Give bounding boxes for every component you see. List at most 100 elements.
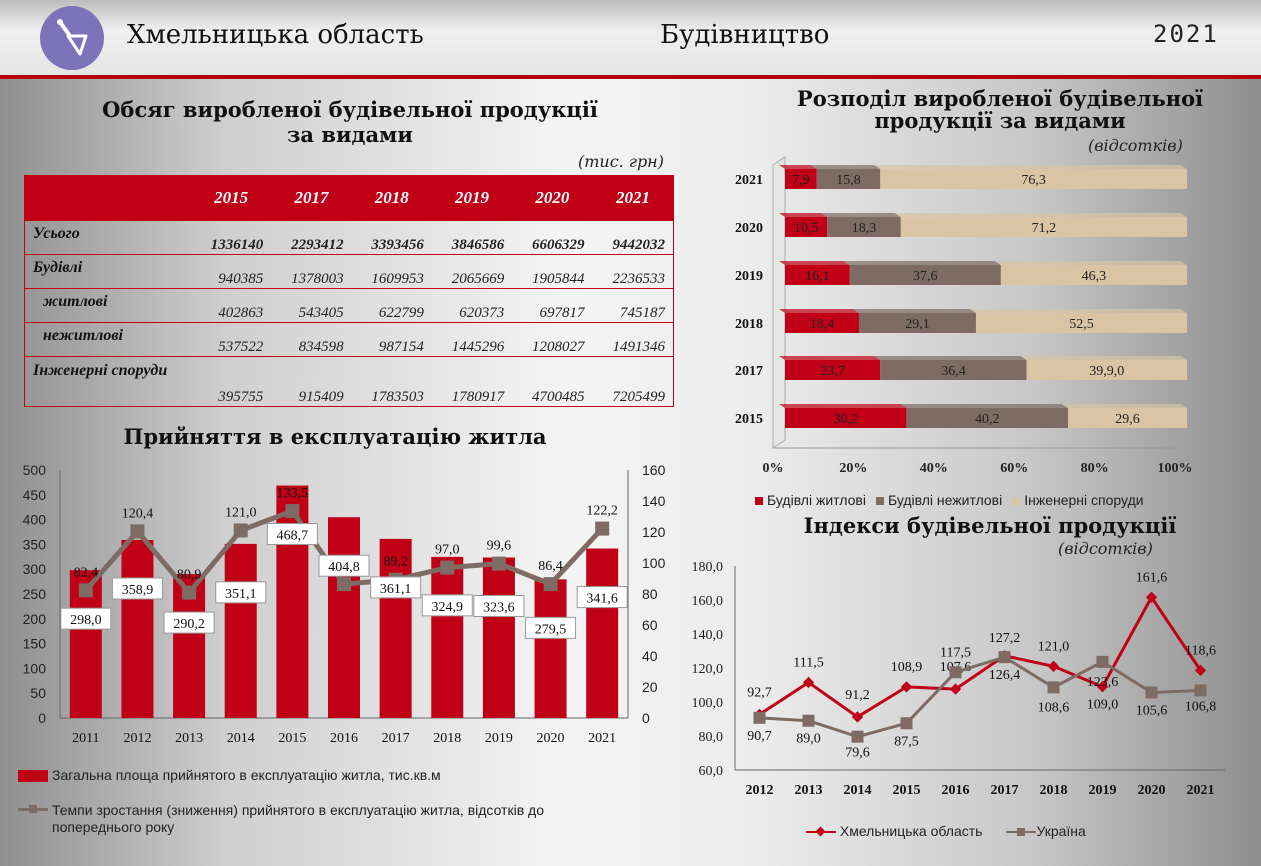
y-tick-label: 160,0 [692, 594, 724, 609]
table-header-year: 2020 [511, 175, 593, 221]
data-label: 23,7 [820, 364, 845, 379]
table-title-line1: Обсяг виробленої будівельної продукції [102, 97, 598, 122]
legend-swatch [18, 804, 48, 814]
legend-swatch [18, 770, 48, 783]
data-label: 29,6 [1115, 412, 1140, 427]
data-label: 76,3 [1021, 173, 1046, 188]
legend-item: Хмельницька область [806, 823, 982, 839]
y-tick-label: 2018 [735, 317, 763, 332]
table-row: нежитлові 537522 834598 987154 1445296 1… [24, 322, 674, 357]
bar-segment [785, 408, 907, 428]
table-cell: 537522 [191, 322, 272, 357]
y-right-tick-label: 140 [642, 493, 666, 509]
index-chart-title: Індекси будівельної продукції [803, 513, 1177, 538]
table-row: Усього 1336140 2293412 3393456 3846586 6… [24, 220, 674, 255]
bar [379, 538, 412, 718]
bar-label-box [370, 576, 422, 599]
line-marker [1194, 684, 1207, 697]
table-header-year: 2019 [431, 175, 513, 221]
x-tick-label: 2018 [1040, 783, 1068, 798]
table-row: житлові 402863 543405 622799 620373 6978… [24, 288, 674, 323]
line-marker [802, 714, 815, 727]
bar-top [894, 213, 1187, 217]
bar-data-label: 468,7 [277, 529, 309, 544]
bar-segment [880, 360, 1027, 380]
table-cell: 1780917 [431, 356, 513, 407]
bar-top [994, 261, 1187, 265]
line-marker [1145, 591, 1158, 603]
table-cell: 395755 [191, 356, 272, 407]
bar-segment [1068, 408, 1187, 428]
y-tick-label: 100,0 [692, 696, 724, 711]
data-label: 10,5 [794, 221, 819, 236]
line-data-label: 87,5 [894, 734, 919, 749]
line-marker [182, 585, 197, 600]
x-tick-label: 2017 [991, 783, 1019, 798]
line-marker [1194, 664, 1207, 677]
line-data-label: 133,5 [277, 486, 309, 501]
bar-top [874, 165, 1187, 169]
line-data-label: 79,6 [845, 746, 870, 761]
x-tick-label: 2013 [175, 731, 203, 746]
table-row: Інженерні споруди 395755 915409 1783503 … [24, 356, 674, 407]
y-right-tick-label: 60 [642, 617, 658, 633]
x-tick-label: 2019 [485, 731, 513, 746]
x-tick-label: 2021 [588, 731, 616, 746]
x-tick-label: 2012 [746, 783, 774, 798]
y-tick-label: 2017 [735, 364, 763, 379]
legend-label: Загальна площа прийнятого в експлуатацію… [52, 767, 441, 783]
region-title: Хмельницька область [127, 20, 424, 50]
bar [431, 556, 464, 718]
bar-label-box [215, 581, 267, 604]
y-tick-label: 120,0 [692, 662, 724, 677]
bar-data-label: 351,1 [225, 587, 257, 602]
row-label: Усього [24, 220, 191, 255]
legend-label: Україна [1036, 823, 1086, 839]
bar-segment [906, 408, 1069, 428]
x-tick-label: 2014 [844, 783, 872, 798]
line-marker [949, 666, 962, 679]
data-label: 18,4 [810, 317, 835, 332]
index-legend: Хмельницька область Україна [806, 823, 1086, 839]
data-label: 46,3 [1082, 269, 1107, 284]
bar-top [874, 356, 1027, 360]
header-bar [0, 0, 1261, 78]
line-data-label: 105,6 [1136, 703, 1168, 718]
y-tick-label: 400 [23, 512, 47, 528]
line-data-label: 117,5 [940, 645, 971, 660]
bar-data-label: 290,2 [173, 617, 205, 632]
bar-segment [880, 169, 1187, 189]
bar-top [852, 309, 976, 313]
table-header-row: 2015 2017 2018 2019 2020 2021 [24, 175, 675, 221]
data-label: 16,1 [805, 269, 830, 284]
x-tick-label: 20% [839, 461, 867, 476]
bar-top [779, 213, 828, 217]
bar-top [900, 404, 1069, 408]
table-cell: 940385 [191, 254, 272, 289]
bar-label-box [60, 607, 112, 630]
line-data-label: 108,9 [891, 660, 923, 675]
table-cell: 2236533 [592, 254, 674, 289]
trowel-icon [40, 6, 104, 70]
x-tick-label: 2016 [330, 731, 358, 746]
data-label: 52,5 [1069, 317, 1094, 332]
table-cell: 6606329 [512, 220, 593, 255]
y-tick-label: 2019 [735, 269, 763, 284]
line-marker [949, 683, 962, 695]
production-table: 2015 2017 2018 2019 2020 2021 Усього 133… [24, 175, 675, 407]
housing-legend-bars: Загальна площа прийнятого в експлуатацію… [18, 767, 441, 783]
line-data-label: 92,7 [747, 685, 772, 700]
line-series [758, 594, 1202, 719]
line-marker [1096, 681, 1109, 693]
bar-segment [1026, 360, 1187, 380]
line-data-label: 82,4 [74, 565, 99, 580]
table-cell: 1609953 [351, 254, 432, 289]
x-tick-label: 2019 [1089, 783, 1117, 798]
bar-label-box [576, 586, 628, 609]
x-tick-label: 40% [920, 461, 948, 476]
line-data-label: 97,0 [435, 543, 460, 558]
bar-top [969, 309, 1187, 313]
bar-segment [785, 265, 850, 285]
line-marker [285, 504, 300, 519]
